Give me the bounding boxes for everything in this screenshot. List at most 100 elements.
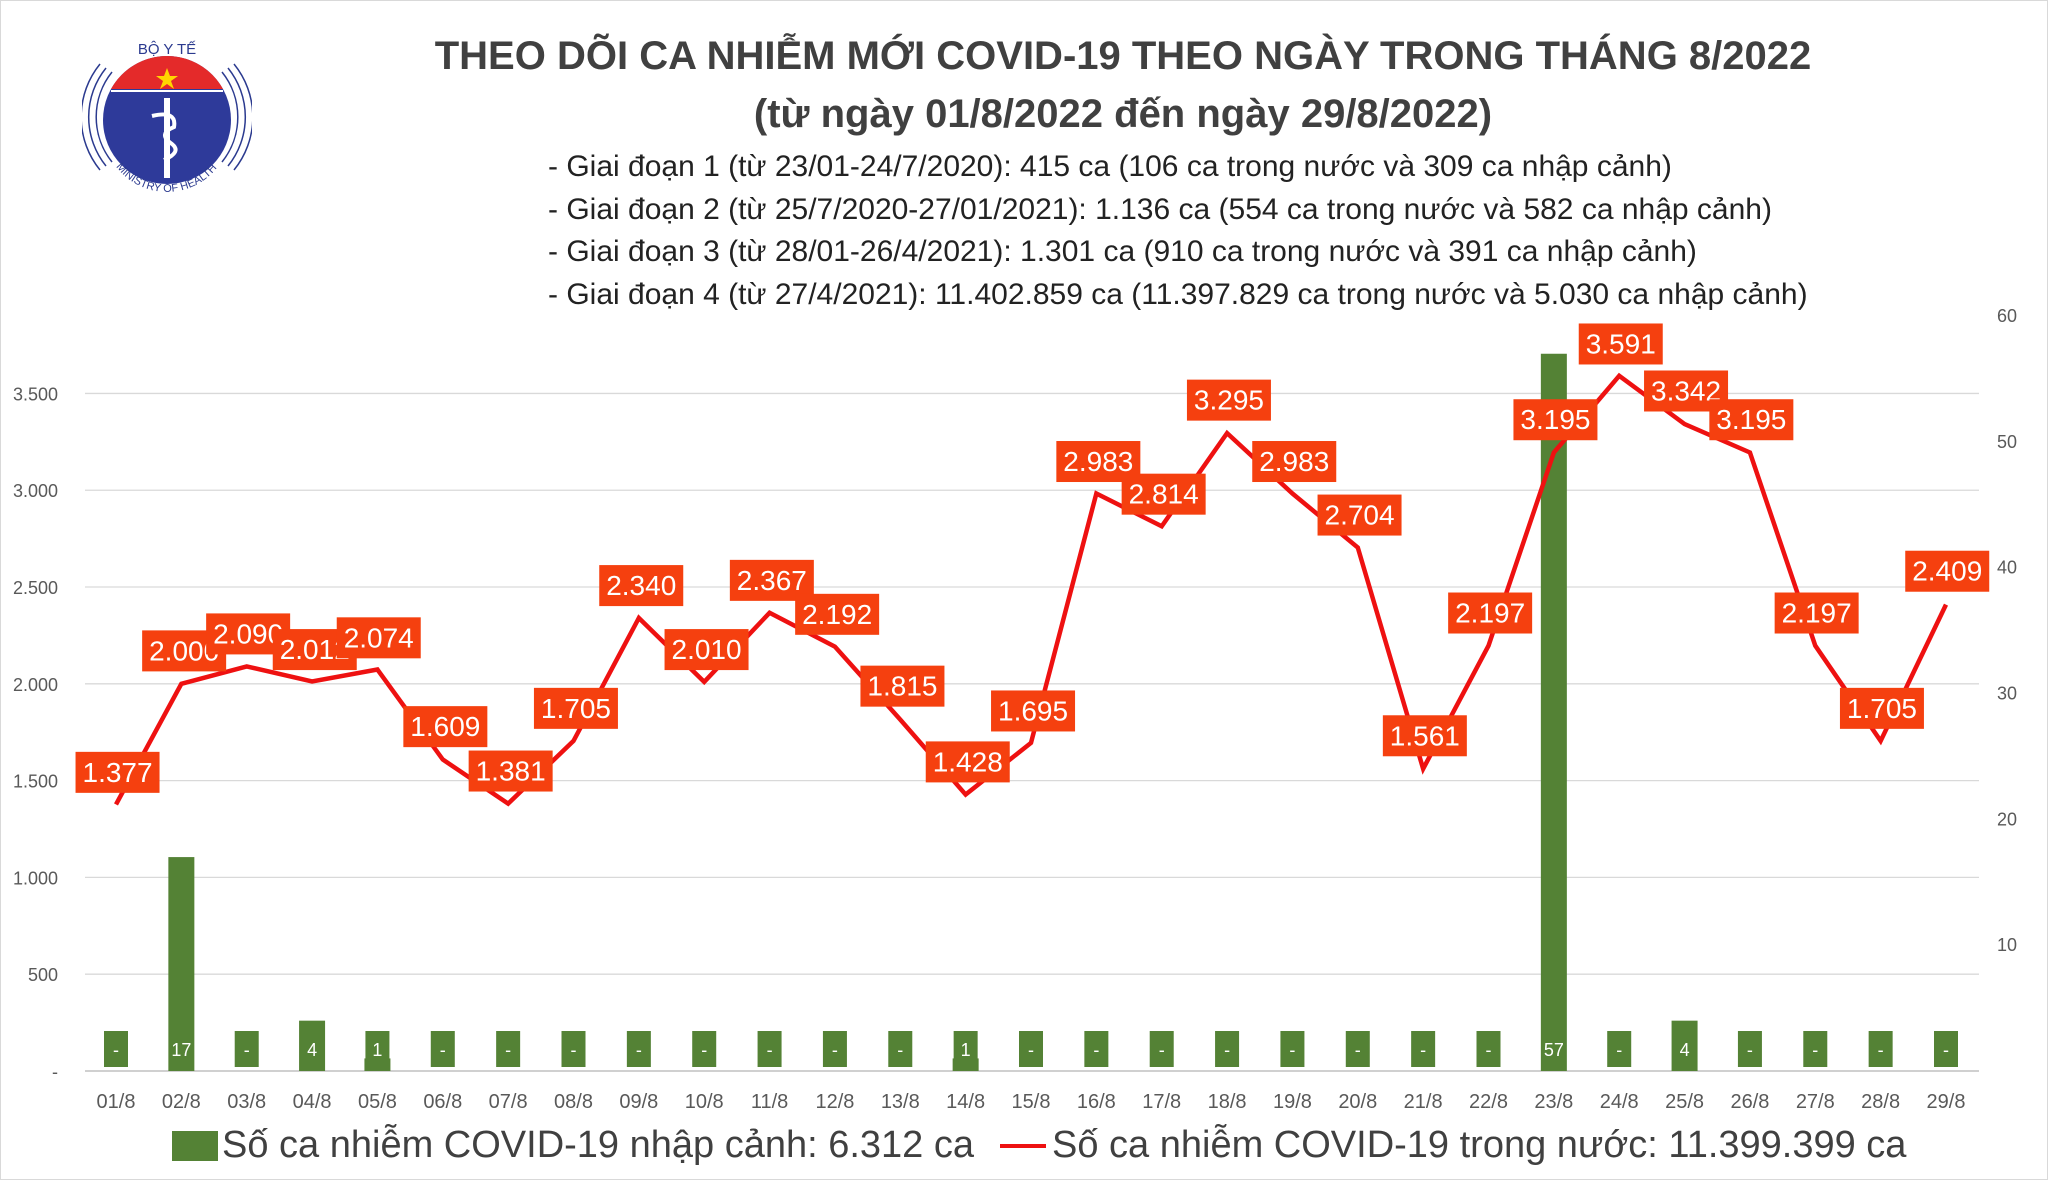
domestic-data-label: 3.195 bbox=[1716, 404, 1786, 435]
import-data-label-box bbox=[757, 1031, 782, 1067]
x-tick-label: 07/8 bbox=[489, 1091, 528, 1113]
x-tick-label: 20/8 bbox=[1338, 1091, 1377, 1113]
import-data-label: - bbox=[767, 1040, 773, 1060]
legend-imported: Số ca nhiễm COVID-19 nhập cảnh: 6.312 ca bbox=[172, 1124, 974, 1167]
import-data-label-box bbox=[169, 1031, 194, 1067]
domestic-data-label: 2.814 bbox=[1129, 479, 1199, 510]
x-tick-label: 08/8 bbox=[554, 1091, 593, 1113]
import-data-label-box bbox=[822, 1031, 847, 1067]
import-data-label-box bbox=[1019, 1031, 1043, 1067]
import-data-label: - bbox=[1224, 1040, 1230, 1060]
import-data-label: - bbox=[244, 1040, 250, 1060]
import-data-label-box bbox=[1084, 1031, 1109, 1067]
import-bar bbox=[1540, 353, 1567, 1071]
y-right-tick-label: 30 bbox=[1997, 684, 2017, 704]
y-left-tick-label: 3.000 bbox=[13, 481, 58, 501]
x-tick-label: 29/8 bbox=[1927, 1091, 1966, 1113]
import-data-label: - bbox=[1093, 1040, 1099, 1060]
domestic-data-label-box bbox=[1186, 379, 1271, 421]
domestic-data-label: 2.192 bbox=[802, 599, 872, 630]
import-data-label: - bbox=[636, 1040, 642, 1060]
domestic-data-label-box bbox=[336, 617, 421, 659]
y-right-tick-label: 60 bbox=[1997, 306, 2017, 326]
domestic-data-label: 3.591 bbox=[1586, 328, 1656, 359]
y-left-tick-label: 3.500 bbox=[13, 384, 58, 404]
domestic-data-label: 2.074 bbox=[344, 622, 414, 653]
import-data-label: - bbox=[1747, 1040, 1753, 1060]
domestic-data-label: 2.704 bbox=[1325, 500, 1395, 531]
domestic-data-label: 3.295 bbox=[1194, 385, 1264, 416]
import-data-label-box bbox=[1934, 1031, 1958, 1067]
import-data-label: - bbox=[897, 1040, 903, 1060]
domestic-data-label-box bbox=[664, 629, 749, 671]
stage-1-text: - Giai đoạn 1 (từ 23/01-24/7/2020): 415 … bbox=[548, 150, 1672, 183]
x-tick-label: 04/8 bbox=[293, 1091, 332, 1113]
import-data-label: - bbox=[1159, 1040, 1165, 1060]
legend-line-swatch bbox=[1000, 1143, 1046, 1148]
import-data-label: - bbox=[701, 1040, 707, 1060]
legend-imported-label: Số ca nhiễm COVID-19 nhập cảnh: 6.312 ca bbox=[222, 1124, 975, 1166]
x-tick-label: 15/8 bbox=[1012, 1091, 1051, 1113]
import-data-label: - bbox=[1878, 1040, 1884, 1060]
x-tick-label: 26/8 bbox=[1730, 1091, 1769, 1113]
domestic-data-label-box bbox=[1317, 494, 1402, 536]
y-left-tick-label: 1.000 bbox=[13, 868, 58, 888]
domestic-data-label: 1.705 bbox=[1847, 693, 1917, 724]
import-data-label: - bbox=[1943, 1040, 1949, 1060]
ministry-of-health-logo: BỘ Y TẾ MINISTRY OF HEALTH bbox=[82, 41, 252, 195]
domestic-data-label-box bbox=[1121, 473, 1206, 515]
import-data-label: - bbox=[1355, 1040, 1361, 1060]
x-tick-label: 14/8 bbox=[946, 1091, 985, 1113]
import-data-label: - bbox=[1028, 1040, 1034, 1060]
domestic-data-label: 2.197 bbox=[1782, 598, 1852, 629]
domestic-data-label: 2.010 bbox=[672, 634, 742, 665]
domestic-data-label: 1.381 bbox=[476, 756, 546, 787]
import-data-label-box bbox=[234, 1031, 259, 1067]
import-data-label-box bbox=[104, 1031, 128, 1067]
import-data-label-box bbox=[1476, 1031, 1501, 1067]
import-data-label-box bbox=[1868, 1031, 1893, 1067]
import-data-label: 1 bbox=[961, 1040, 971, 1060]
x-tick-label: 17/8 bbox=[1142, 1091, 1181, 1113]
stage-3-text: - Giai đoạn 3 (từ 28/01-26/4/2021): 1.30… bbox=[548, 235, 1697, 268]
import-data-label: 1 bbox=[372, 1040, 382, 1060]
import-data-label-box bbox=[1345, 1031, 1370, 1067]
import-data-label-box bbox=[888, 1031, 913, 1067]
y-left-tick-label: - bbox=[52, 1062, 58, 1082]
import-data-label-box bbox=[1149, 1031, 1174, 1067]
import-data-label: - bbox=[1486, 1040, 1492, 1060]
import-data-label: 57 bbox=[1544, 1040, 1564, 1060]
domestic-data-label-box bbox=[1839, 687, 1924, 729]
chart-subtitle: (từ ngày 01/8/2022 đến ngày 29/8/2022) bbox=[753, 92, 1493, 136]
import-data-label-box bbox=[1737, 1031, 1762, 1067]
domestic-data-label-box bbox=[1252, 441, 1337, 483]
import-data-label: 4 bbox=[307, 1040, 317, 1060]
x-tick-label: 16/8 bbox=[1077, 1091, 1116, 1113]
x-tick-label: 18/8 bbox=[1208, 1091, 1247, 1113]
x-tick-label: 13/8 bbox=[881, 1091, 920, 1113]
domestic-data-label: 2.340 bbox=[606, 570, 676, 601]
domestic-data-label: 2.983 bbox=[1063, 446, 1133, 477]
import-data-label-box bbox=[1280, 1031, 1305, 1067]
domestic-data-label-box bbox=[1774, 592, 1859, 634]
import-data-label-box bbox=[1411, 1031, 1436, 1067]
x-tick-label: 25/8 bbox=[1665, 1091, 1704, 1113]
x-tick-label: 03/8 bbox=[227, 1091, 266, 1113]
y-right-tick-label: 20 bbox=[1997, 809, 2017, 829]
domestic-data-label-box bbox=[75, 751, 160, 793]
x-tick-label: 23/8 bbox=[1534, 1091, 1573, 1113]
import-data-label-box bbox=[365, 1031, 390, 1067]
import-data-label-box bbox=[1215, 1031, 1240, 1067]
import-data-label: - bbox=[1289, 1040, 1295, 1060]
domestic-data-label-box bbox=[533, 687, 618, 729]
x-tick-label: 01/8 bbox=[97, 1091, 136, 1113]
import-data-label: - bbox=[505, 1040, 511, 1060]
chart-title: THEO DÕI CA NHIỄM MỚI COVID-19 THEO NGÀY… bbox=[434, 34, 1812, 78]
import-data-label: 4 bbox=[1680, 1040, 1690, 1060]
domestic-data-label-box bbox=[1578, 323, 1663, 365]
domestic-data-label-box bbox=[1905, 550, 1990, 592]
domestic-data-label-box bbox=[403, 706, 488, 748]
domestic-data-label-box bbox=[1382, 715, 1467, 757]
import-data-label-box bbox=[561, 1031, 586, 1067]
domestic-data-label: 1.377 bbox=[83, 757, 153, 788]
